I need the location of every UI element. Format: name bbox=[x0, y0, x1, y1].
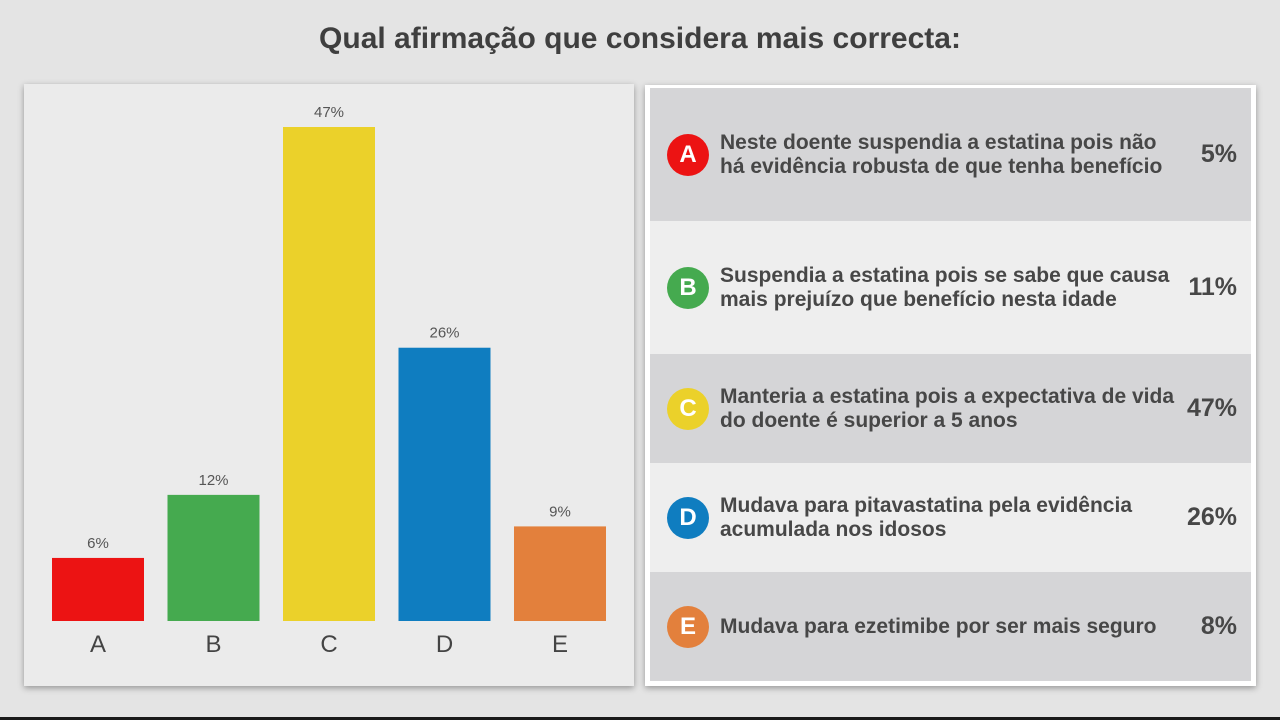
results-bar-chart: 6% A 12% B 47% C 26% D 9% E bbox=[24, 84, 634, 686]
answer-percent-a: 5% bbox=[1200, 140, 1237, 168]
category-label-c: C bbox=[320, 631, 337, 658]
answer-percent-b: 11% bbox=[1188, 273, 1237, 301]
bottom-divider bbox=[0, 717, 1280, 720]
bar-value-label-e: 9% bbox=[549, 503, 571, 520]
letter-badge-b: B bbox=[667, 266, 709, 309]
answer-text-d: Mudava para pitavastatina pela evidência… bbox=[720, 493, 1133, 541]
answer-row-e: E Mudava para ezetimibe por ser mais seg… bbox=[650, 572, 1251, 681]
answer-row-c: C Manteria a estatina pois a expectativa… bbox=[650, 354, 1251, 463]
bar-value-label-c: 47% bbox=[314, 104, 344, 121]
category-label-d: D bbox=[436, 631, 453, 658]
category-label-a: A bbox=[90, 631, 106, 658]
answer-row-b: B Suspendia a estatina pois se sabe que … bbox=[650, 221, 1251, 354]
bar-value-label-b: 12% bbox=[198, 472, 228, 489]
answer-row-a: A Neste doente suspendia a estatina pois… bbox=[650, 88, 1251, 221]
letter-badge-c: C bbox=[667, 387, 709, 430]
letter-badge-e: E bbox=[667, 605, 709, 648]
category-label-b: B bbox=[205, 631, 221, 658]
answer-text-c: Manteria a estatina pois a expectativa d… bbox=[720, 384, 1175, 432]
letter-badge-d: D bbox=[667, 496, 709, 539]
bar-d bbox=[398, 347, 491, 621]
letter-badge-a: A bbox=[667, 133, 709, 176]
answer-text-a: Neste doente suspendia a estatina pois n… bbox=[720, 130, 1163, 178]
bar-c bbox=[283, 127, 375, 621]
answer-percent-c: 47% bbox=[1186, 394, 1237, 422]
category-label-e: E bbox=[552, 631, 568, 658]
answers-list: A Neste doente suspendia a estatina pois… bbox=[645, 85, 1256, 686]
bar-b bbox=[167, 494, 260, 621]
bar-e bbox=[514, 526, 606, 621]
bar-a bbox=[52, 557, 144, 621]
answer-text-b: Suspendia a estatina pois se sabe que ca… bbox=[720, 263, 1170, 311]
bar-chart-svg: 6% A 12% B 47% C 26% D 9% E bbox=[52, 104, 606, 658]
question-title: Qual afirmação que considera mais correc… bbox=[319, 22, 961, 55]
answer-text-e: Mudava para ezetimibe por ser mais segur… bbox=[720, 614, 1157, 638]
answer-percent-d: 26% bbox=[1186, 503, 1237, 531]
answer-row-d: D Mudava para pitavastatina pela evidênc… bbox=[650, 463, 1251, 572]
answer-percent-e: 8% bbox=[1200, 612, 1237, 640]
bar-value-label-d: 26% bbox=[429, 325, 459, 342]
bar-value-label-a: 6% bbox=[87, 535, 109, 552]
